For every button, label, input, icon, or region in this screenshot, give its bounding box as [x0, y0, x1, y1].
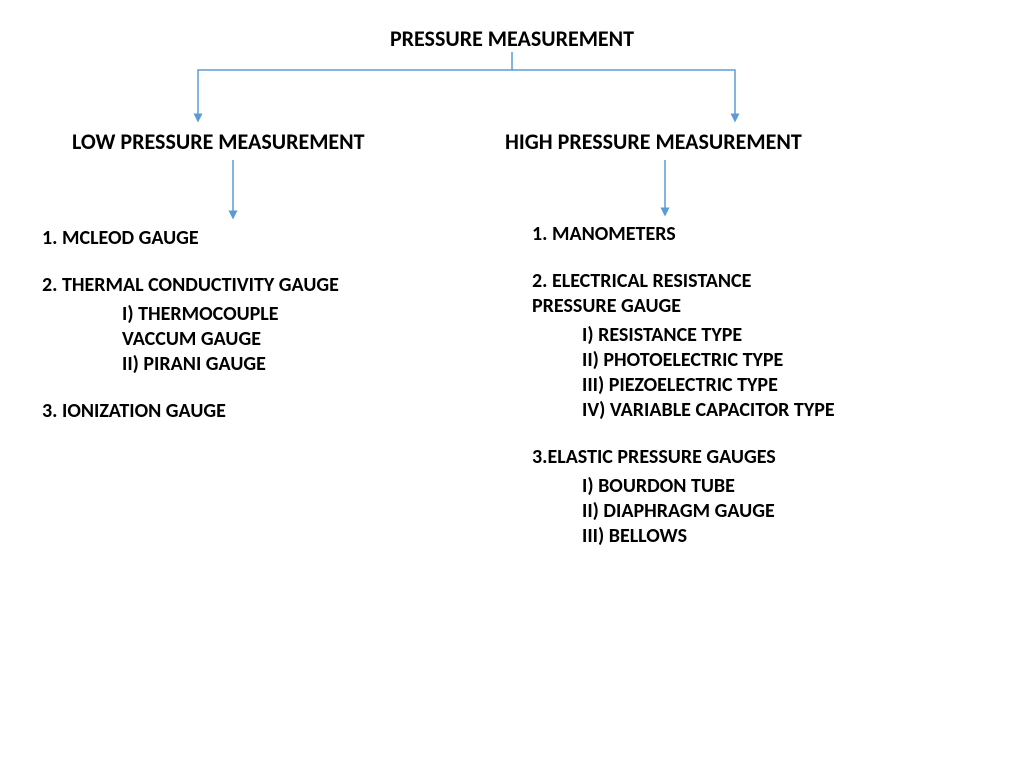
list-subitem: III) BELLOWS: [582, 524, 992, 549]
list-subitem: I) BOURDON TUBE: [582, 474, 992, 499]
right-branch-heading: HIGH PRESSURE MEASUREMENT: [505, 128, 802, 155]
list-subitem: IV) VARIABLE CAPACITOR TYPE: [582, 398, 992, 423]
left-branch-heading: LOW PRESSURE MEASUREMENT: [72, 128, 365, 155]
list-item: 1. MCLEOD GAUGE: [42, 226, 462, 251]
list-item: 1. MANOMETERS: [532, 222, 992, 247]
left-list: 1. MCLEOD GAUGE 2. THERMAL CONDUCTIVITY …: [42, 226, 462, 446]
list-item: 2. THERMAL CONDUCTIVITY GAUGE: [42, 273, 462, 298]
list-subitem: II) PIRANI GAUGE: [122, 352, 462, 377]
list-subitem: VACCUM GAUGE: [122, 327, 462, 352]
list-item: 2. ELECTRICAL RESISTANCE: [532, 269, 992, 294]
list-item: 3. IONIZATION GAUGE: [42, 399, 462, 424]
list-subitem: II) DIAPHRAGM GAUGE: [582, 499, 992, 524]
list-item: 3.ELASTIC PRESSURE GAUGES: [532, 445, 992, 470]
list-subitem: I) RESISTANCE TYPE: [582, 323, 992, 348]
list-subitem: III) PIEZOELECTRIC TYPE: [582, 373, 992, 398]
list-item: PRESSURE GAUGE: [532, 294, 992, 319]
list-subitem: II) PHOTOELECTRIC TYPE: [582, 348, 992, 373]
right-list: 1. MANOMETERS 2. ELECTRICAL RESISTANCE P…: [532, 222, 992, 571]
list-subitem: I) THERMOCOUPLE: [122, 302, 462, 327]
